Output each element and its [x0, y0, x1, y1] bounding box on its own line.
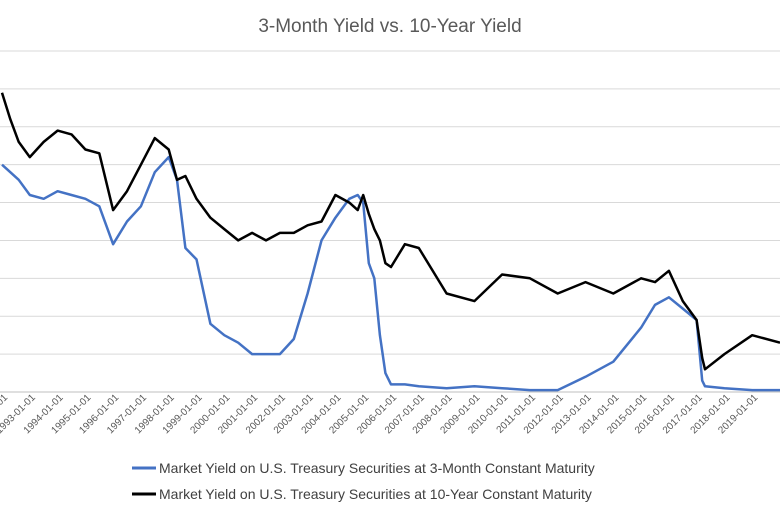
chart-title: 3-Month Yield vs. 10-Year Yield — [258, 16, 521, 37]
legend-label-10-year: Market Yield on U.S. Treasury Securities… — [159, 486, 592, 502]
series-line-3-month — [1, 155, 780, 392]
gridlines — [0, 50, 780, 393]
legend-label-3-month: Market Yield on U.S. Treasury Securities… — [159, 460, 595, 476]
series-layer — [0, 92, 780, 392]
x-axis: 1992-01-011993-01-011994-01-011995-01-01… — [0, 392, 761, 436]
legend: Market Yield on U.S. Treasury Securities… — [132, 460, 595, 502]
series-line-10-year — [0, 92, 780, 371]
